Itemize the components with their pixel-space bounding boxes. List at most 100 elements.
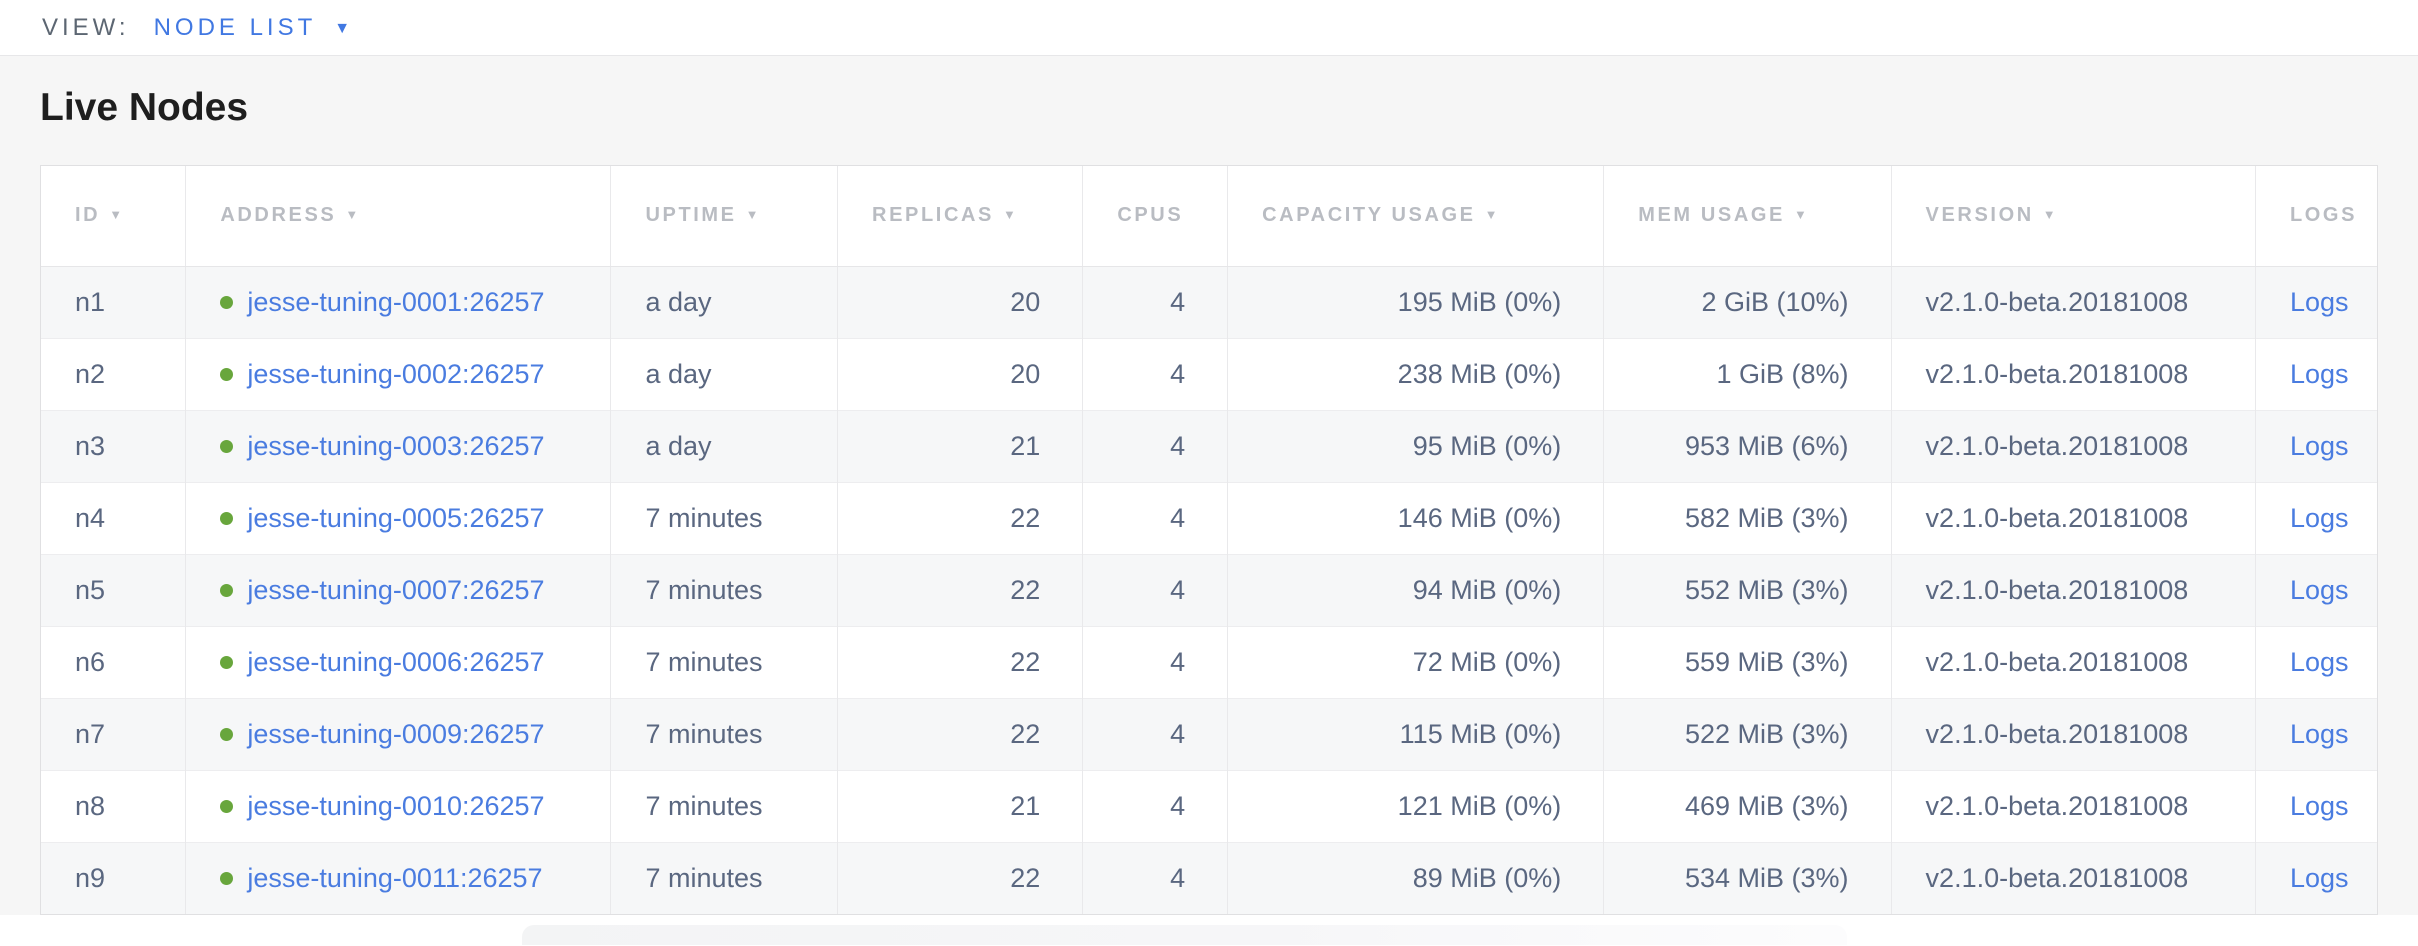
next-section-peek bbox=[522, 925, 1847, 945]
node-address-link[interactable]: jesse-tuning-0001:26257 bbox=[247, 286, 545, 317]
cell-cpus: 4 bbox=[1082, 481, 1229, 554]
logs-link[interactable]: Logs bbox=[2289, 862, 2349, 893]
cell-replicas: 22 bbox=[837, 625, 1084, 698]
column-header-id[interactable]: ID ▼ bbox=[41, 166, 187, 267]
column-header-label: LOGS bbox=[2289, 204, 2358, 227]
node-address-link[interactable]: jesse-tuning-0003:26257 bbox=[247, 430, 545, 461]
table-row: n3 jesse-tuning-0003:26257 a day 21 4 95 MiB … bbox=[41, 409, 2377, 482]
cell-id: n7 bbox=[41, 697, 187, 770]
cell-address: jesse-tuning-0002:26257 bbox=[185, 337, 612, 410]
sort-arrow-icon: ▼ bbox=[2042, 207, 2056, 223]
cell-uptime: 7 minutes bbox=[610, 697, 839, 770]
column-header-label: REPLICAS bbox=[872, 204, 994, 227]
cell-mem_usage: 534 MiB (3%) bbox=[1603, 841, 1892, 914]
cell-version: v2.1.0-beta.20181008 bbox=[1891, 553, 2256, 626]
sort-arrow-icon: ▼ bbox=[109, 207, 123, 223]
cell-logs: Logs bbox=[2255, 409, 2377, 482]
cell-replicas: 21 bbox=[837, 409, 1084, 482]
cell-logs: Logs bbox=[2255, 769, 2377, 842]
cell-uptime: a day bbox=[610, 337, 839, 410]
cell-address: jesse-tuning-0010:26257 bbox=[185, 769, 612, 842]
cell-mem_usage: 522 MiB (3%) bbox=[1603, 697, 1892, 770]
table-row: n2 jesse-tuning-0002:26257 a day 20 4 238 MiB… bbox=[41, 337, 2377, 410]
cell-id: n3 bbox=[41, 409, 187, 482]
cell-capacity_usage: 94 MiB (0%) bbox=[1227, 553, 1605, 626]
column-header-mem_usage[interactable]: MEM USAGE ▼ bbox=[1603, 166, 1892, 267]
cell-uptime: 7 minutes bbox=[610, 481, 839, 554]
cell-id: n2 bbox=[41, 337, 187, 410]
cell-replicas: 20 bbox=[837, 337, 1084, 410]
cell-cpus: 4 bbox=[1082, 841, 1229, 914]
logs-link[interactable]: Logs bbox=[2289, 790, 2349, 821]
cell-uptime: a day bbox=[610, 409, 839, 482]
logs-link[interactable]: Logs bbox=[2289, 286, 2349, 317]
column-header-label: VERSION bbox=[1925, 204, 2034, 227]
node-status-dot-icon bbox=[220, 727, 234, 741]
view-selector-dropdown[interactable]: NODE LIST ▼ bbox=[154, 14, 351, 42]
cell-id: n1 bbox=[41, 266, 187, 338]
view-label: VIEW: bbox=[42, 13, 130, 41]
sort-arrow-icon: ▼ bbox=[1002, 207, 1016, 223]
node-status-dot-icon bbox=[220, 799, 234, 813]
logs-link[interactable]: Logs bbox=[2289, 574, 2349, 605]
column-header-label: CAPACITY USAGE bbox=[1262, 204, 1476, 227]
node-address-link[interactable]: jesse-tuning-0011:26257 bbox=[247, 862, 543, 893]
cell-address: jesse-tuning-0011:26257 bbox=[185, 841, 612, 914]
cell-capacity_usage: 72 MiB (0%) bbox=[1227, 625, 1605, 698]
logs-link[interactable]: Logs bbox=[2289, 430, 2349, 461]
cell-version: v2.1.0-beta.20181008 bbox=[1891, 266, 2256, 338]
cell-capacity_usage: 89 MiB (0%) bbox=[1227, 841, 1605, 914]
sort-arrow-icon: ▼ bbox=[745, 207, 759, 223]
column-header-cpus: CPUS bbox=[1082, 166, 1229, 267]
cell-cpus: 4 bbox=[1082, 553, 1229, 626]
node-address-link[interactable]: jesse-tuning-0006:26257 bbox=[247, 646, 545, 677]
cell-replicas: 21 bbox=[837, 769, 1084, 842]
column-header-version[interactable]: VERSION ▼ bbox=[1891, 166, 2256, 267]
table-row: n4 jesse-tuning-0005:26257 7 minutes 22 4 146… bbox=[41, 481, 2377, 554]
logs-link[interactable]: Logs bbox=[2289, 358, 2349, 389]
view-selector-value: NODE LIST bbox=[153, 13, 317, 41]
cell-replicas: 20 bbox=[837, 266, 1084, 338]
cell-mem_usage: 559 MiB (3%) bbox=[1603, 625, 1892, 698]
cell-uptime: 7 minutes bbox=[610, 553, 839, 626]
table-row: n6 jesse-tuning-0006:26257 7 minutes 22 4 72 … bbox=[41, 625, 2377, 698]
column-header-label: ID bbox=[75, 204, 101, 227]
column-header-label: MEM USAGE bbox=[1638, 204, 1785, 227]
sort-arrow-icon: ▼ bbox=[1793, 207, 1807, 223]
cell-logs: Logs bbox=[2255, 625, 2377, 698]
cell-mem_usage: 1 GiB (8%) bbox=[1603, 337, 1892, 410]
cell-cpus: 4 bbox=[1082, 337, 1229, 410]
node-address-link[interactable]: jesse-tuning-0007:26257 bbox=[247, 574, 545, 605]
column-header-address[interactable]: ADDRESS ▼ bbox=[185, 166, 612, 267]
cell-mem_usage: 953 MiB (6%) bbox=[1603, 409, 1892, 482]
cell-replicas: 22 bbox=[837, 697, 1084, 770]
node-address-link[interactable]: jesse-tuning-0005:26257 bbox=[247, 502, 545, 533]
node-address-link[interactable]: jesse-tuning-0009:26257 bbox=[247, 718, 545, 749]
cell-address: jesse-tuning-0005:26257 bbox=[185, 481, 612, 554]
logs-link[interactable]: Logs bbox=[2289, 646, 2349, 677]
cell-capacity_usage: 146 MiB (0%) bbox=[1227, 481, 1605, 554]
cell-id: n5 bbox=[41, 553, 187, 626]
node-address-link[interactable]: jesse-tuning-0002:26257 bbox=[247, 358, 545, 389]
column-header-label: UPTIME bbox=[645, 204, 737, 227]
cell-cpus: 4 bbox=[1082, 697, 1229, 770]
table-row: n1 jesse-tuning-0001:26257 a day 20 4 195 MiB… bbox=[41, 266, 2377, 338]
content: Live Nodes ID ▼ ADDRESS ▼ UPTIME ▼ REPLICAS ▼ CP… bbox=[0, 56, 2418, 945]
node-status-dot-icon bbox=[220, 583, 234, 597]
cell-version: v2.1.0-beta.20181008 bbox=[1891, 409, 2256, 482]
node-address-link[interactable]: jesse-tuning-0010:26257 bbox=[247, 790, 545, 821]
cell-version: v2.1.0-beta.20181008 bbox=[1891, 841, 2256, 914]
column-header-uptime[interactable]: UPTIME ▼ bbox=[610, 166, 839, 267]
logs-link[interactable]: Logs bbox=[2289, 718, 2349, 749]
logs-link[interactable]: Logs bbox=[2289, 502, 2349, 533]
cell-cpus: 4 bbox=[1082, 625, 1229, 698]
cell-uptime: 7 minutes bbox=[610, 769, 839, 842]
node-status-dot-icon bbox=[220, 367, 234, 381]
cell-version: v2.1.0-beta.20181008 bbox=[1891, 625, 2256, 698]
column-header-capacity_usage[interactable]: CAPACITY USAGE ▼ bbox=[1227, 166, 1605, 267]
cell-uptime: 7 minutes bbox=[610, 625, 839, 698]
column-header-label: ADDRESS bbox=[220, 204, 337, 227]
cell-address: jesse-tuning-0001:26257 bbox=[185, 266, 612, 338]
column-header-replicas[interactable]: REPLICAS ▼ bbox=[837, 166, 1084, 267]
